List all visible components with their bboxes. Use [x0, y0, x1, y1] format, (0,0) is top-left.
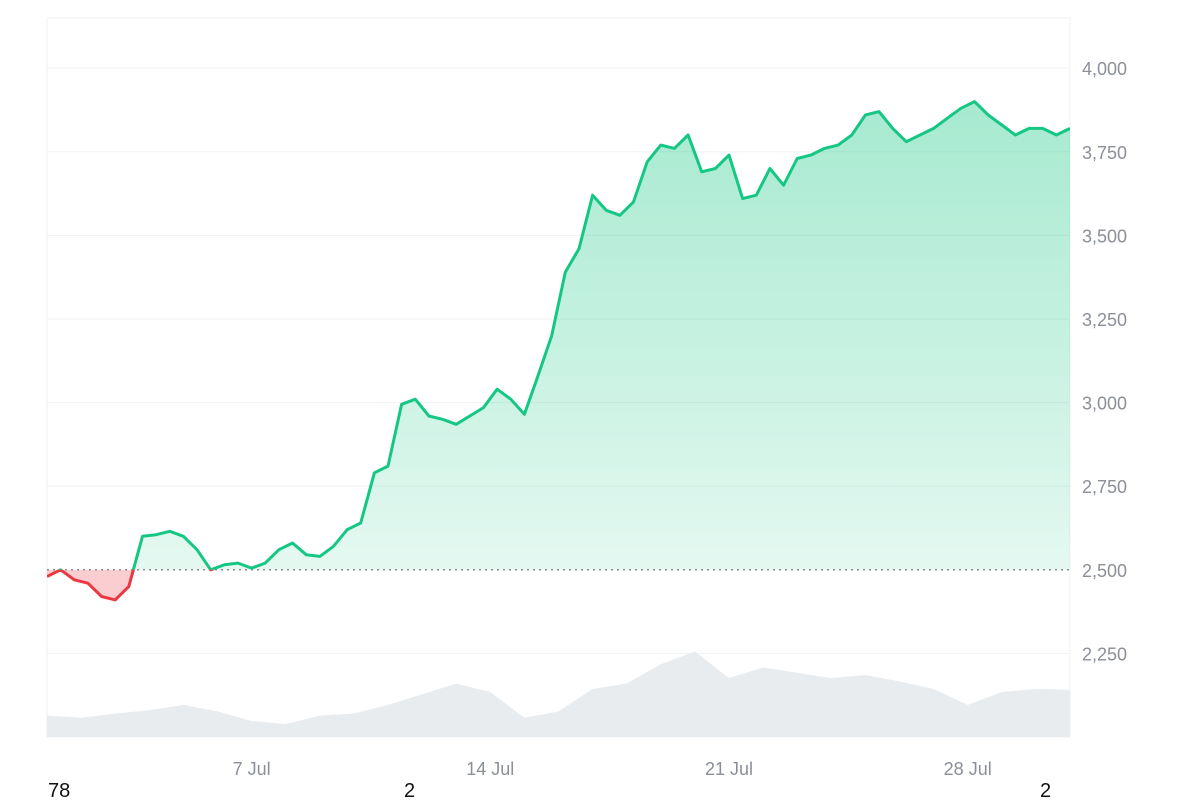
- price-line-up: [57, 100, 1070, 570]
- bottom-left-label: 78: [48, 780, 71, 802]
- y-tick-label: 3,750: [1082, 143, 1127, 163]
- y-tick-label: 4,000: [1082, 59, 1127, 79]
- x-tick-label: 7 Jul: [233, 759, 271, 779]
- x-tick-label: 14 Jul: [466, 759, 514, 779]
- y-tick-label: 2,500: [1082, 561, 1127, 581]
- y-tick-label: 3,250: [1082, 310, 1127, 330]
- bottom-center-label: 2: [404, 780, 416, 802]
- x-tick-label: 28 Jul: [944, 759, 992, 779]
- y-tick-label: 2,250: [1082, 644, 1127, 664]
- y-tick-label: 3,000: [1082, 394, 1127, 414]
- price-area-up: [133, 101, 1070, 570]
- y-tick-label: 3,500: [1082, 226, 1127, 246]
- y-tick-label: 2,750: [1082, 477, 1127, 497]
- bottom-right-label: 2: [1040, 780, 1052, 802]
- x-tick-label: 21 Jul: [705, 759, 753, 779]
- volume-area: [47, 651, 1070, 737]
